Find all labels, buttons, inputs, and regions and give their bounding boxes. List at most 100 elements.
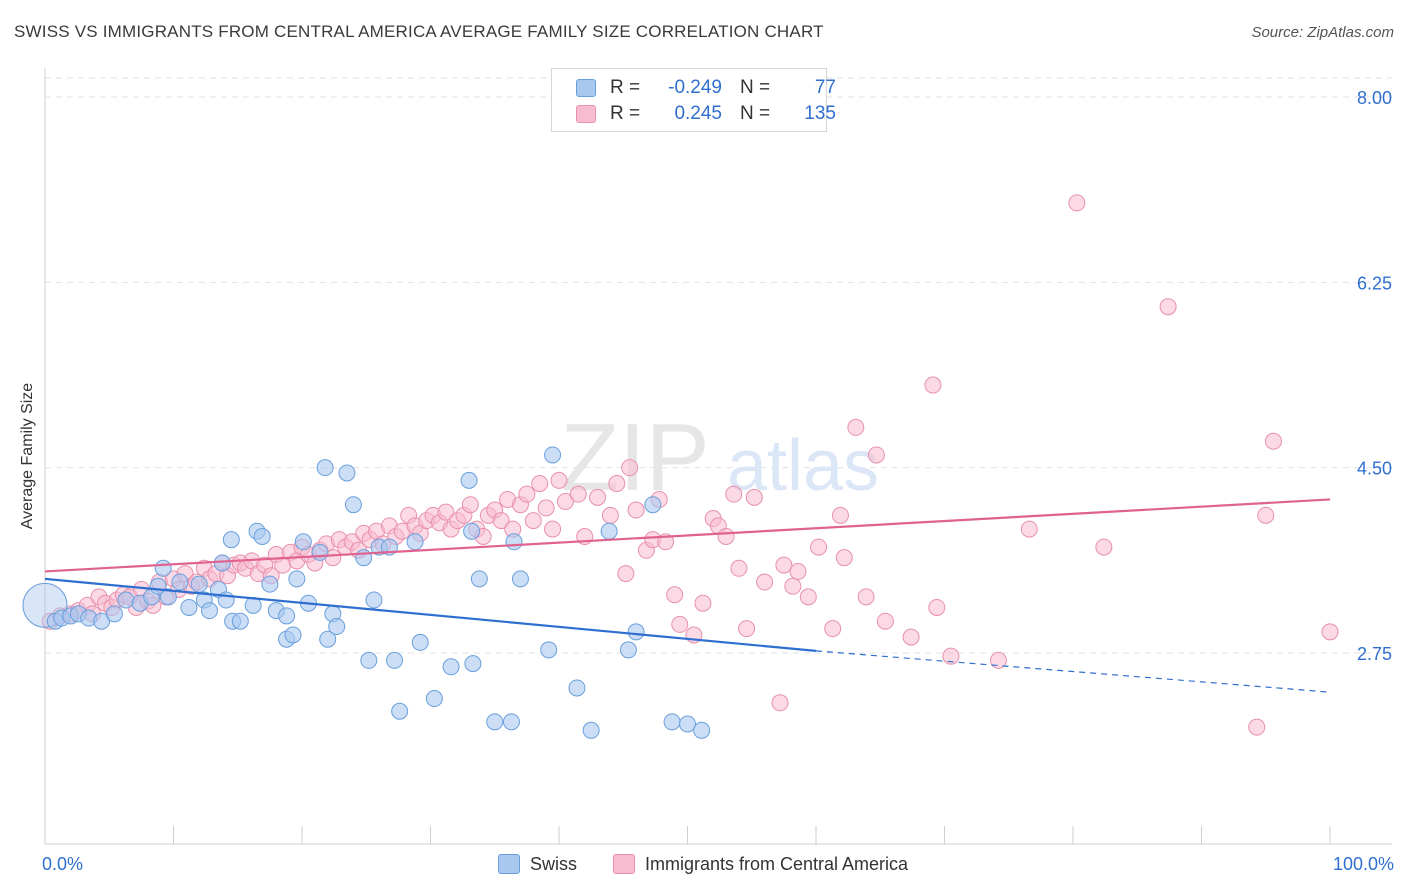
data-point-swiss [200,602,218,620]
data-point-swiss [693,721,711,739]
data-point-immigrants [725,485,743,503]
data-point-swiss [568,679,586,697]
data-point-immigrants [876,612,894,630]
data-point-immigrants [989,651,1007,669]
trend-line-immigrants [44,498,1331,573]
watermark: ZIP atlas [560,404,879,511]
data-point-swiss [442,658,460,676]
data-point-swiss [365,591,383,609]
data-point-immigrants [847,418,865,436]
data-point-swiss [460,471,478,489]
r-label: R = [610,103,641,124]
data-point-immigrants [671,615,689,633]
data-point-swiss [486,713,504,731]
data-point-swiss [284,626,302,644]
swatch-immigrants [613,854,635,874]
data-point-immigrants [810,538,828,556]
data-point-immigrants [835,549,853,567]
data-point-swiss [105,605,123,623]
tick-labels: 2.75 4.50 6.25 8.00 0.0% 100.0% [42,88,1394,874]
data-point-immigrants [666,586,684,604]
correlation-legend: R = -0.249 N = 77 R = 0.245 N = 135 [551,68,836,132]
data-point-swiss [154,559,172,577]
data-point-swiss [679,715,696,733]
data-point-swiss [627,623,645,641]
data-point-immigrants [617,565,635,583]
data-point-immigrants [621,459,639,477]
data-point-immigrants [537,499,555,517]
x-tick-label: 0.0% [42,854,83,874]
data-point-immigrants [831,506,849,524]
y-tick-label: 8.00 [1357,88,1392,108]
trend-line-swiss-extension [815,650,1331,693]
data-point-swiss [502,713,520,731]
data-point-swiss [213,554,231,572]
data-point-immigrants [730,559,748,577]
data-point-immigrants [694,594,712,612]
data-point-swiss [464,655,482,673]
r-value-swiss: -0.249 [668,77,722,98]
data-point-swiss [619,641,637,659]
data-point-swiss [386,651,404,669]
data-point-immigrants [437,503,455,521]
data-point-swiss [288,570,306,588]
data-point-swiss [344,496,362,514]
data-point-swiss [328,618,346,636]
legend-label-swiss: Swiss [530,853,578,874]
data-point-immigrants [717,528,735,546]
data-point-swiss [294,533,312,551]
data-point-swiss [338,464,356,482]
data-point-swiss [360,651,378,669]
data-point-swiss [425,690,443,708]
data-point-immigrants [589,488,607,506]
y-tick-label: 6.25 [1357,273,1392,293]
data-point-immigrants [492,512,510,530]
data-point-immigrants [518,485,536,503]
y-tick-label: 4.50 [1357,459,1392,479]
swatch-immigrants [576,105,596,123]
data-point-swiss [190,575,208,593]
data-point-immigrants [608,475,626,493]
data-point-immigrants [756,573,774,591]
bottom-legend-immigrants: Immigrants from Central America [613,852,908,876]
data-point-immigrants [461,496,479,514]
r-label: R = [610,77,641,98]
data-point-immigrants [1020,520,1038,538]
data-point-immigrants [902,628,920,646]
data-point-swiss [261,575,279,593]
data-point-swiss [311,543,329,561]
data-point-swiss [644,496,662,514]
data-point-swiss [391,702,409,720]
axes [44,68,1392,845]
data-point-swiss [511,570,529,588]
data-point-swiss [582,721,600,739]
data-point-immigrants [1257,506,1275,524]
r-value-immigrants: 0.245 [674,103,722,124]
data-point-immigrants [544,520,562,538]
data-point-immigrants [1068,194,1086,212]
series-swiss-points [22,446,711,739]
data-point-immigrants [824,620,842,638]
data-point-immigrants [942,647,960,665]
source-label: Source: ZipAtlas.com [1251,24,1394,41]
data-point-immigrants [857,588,875,606]
y-tick-label: 2.75 [1357,644,1392,664]
swatch-swiss [498,854,520,874]
data-point-immigrants [524,512,542,530]
data-point-swiss [93,612,111,630]
data-point-immigrants [1095,538,1113,556]
data-point-swiss [406,533,424,551]
chart-title: SWISS VS IMMIGRANTS FROM CENTRAL AMERICA… [14,22,824,41]
data-point-immigrants [601,506,619,524]
data-point-swiss [544,446,562,464]
data-point-immigrants [569,485,587,503]
data-point-immigrants [775,556,793,574]
n-label: N = [740,103,771,124]
data-point-swiss [117,591,135,609]
data-point-immigrants [556,493,574,511]
data-point-swiss [411,633,429,651]
data-point-swiss [316,459,334,477]
data-point-immigrants [1321,623,1339,641]
data-point-swiss [470,570,488,588]
